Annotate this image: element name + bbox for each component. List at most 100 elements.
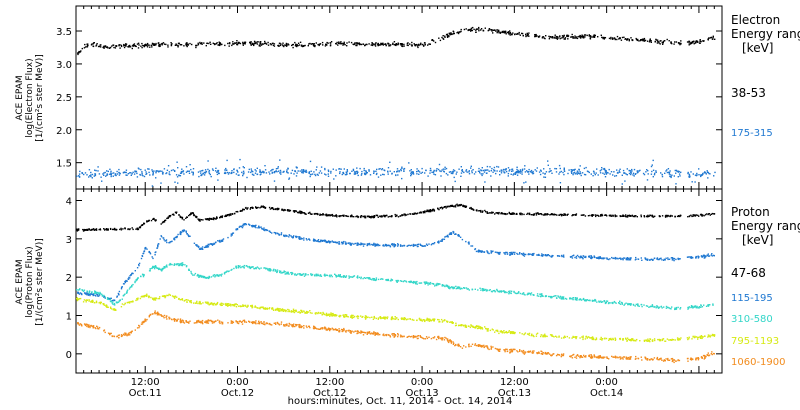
electron-data-point xyxy=(203,42,205,44)
proton-data-point xyxy=(540,254,542,257)
proton-data-point xyxy=(580,214,583,216)
proton-data-point xyxy=(570,255,573,258)
proton-data-point xyxy=(452,205,454,207)
electron-data-point xyxy=(518,171,520,174)
proton-data-point xyxy=(376,243,379,245)
proton-data-point xyxy=(627,302,629,305)
electron-data-point xyxy=(545,171,548,173)
proton-data-point xyxy=(671,215,673,217)
electron-data-point xyxy=(285,42,288,45)
electron-data-point xyxy=(688,176,691,178)
proton-data-point xyxy=(678,258,681,260)
proton-data-point xyxy=(113,299,115,301)
electron-data-point xyxy=(516,168,518,171)
electron-legend-item-1: 175-315 xyxy=(731,128,773,139)
proton-data-point xyxy=(386,278,388,281)
electron-data-point xyxy=(144,169,146,171)
proton-data-point xyxy=(503,290,505,292)
electron-data-point xyxy=(575,36,577,38)
proton-data-point xyxy=(496,288,498,291)
proton-data-point xyxy=(375,277,378,279)
proton-data-point xyxy=(369,244,371,246)
proton-data-point xyxy=(596,301,598,303)
proton-data-point xyxy=(498,253,500,255)
proton-data-point xyxy=(492,290,494,292)
electron-data-point xyxy=(259,45,261,47)
electron-data-point xyxy=(132,45,134,47)
proton-data-point xyxy=(117,301,120,303)
proton-data-point xyxy=(256,207,258,209)
electron-data-point xyxy=(287,43,289,45)
electron-data-point xyxy=(707,39,709,41)
proton-data-point xyxy=(356,215,359,217)
proton-data-point xyxy=(588,299,590,302)
proton-data-point xyxy=(637,258,639,260)
electron-data-point xyxy=(151,169,153,171)
proton-data-point xyxy=(417,245,419,248)
proton-data-point xyxy=(363,243,365,245)
electron-data-point xyxy=(524,171,527,173)
electron-data-point xyxy=(653,174,656,176)
proton-data-point xyxy=(348,277,350,279)
proton-data-point xyxy=(367,277,369,279)
electron-data-point xyxy=(456,171,458,173)
proton-data-point xyxy=(360,216,362,219)
electron-data-point xyxy=(713,175,715,177)
proton-data-point xyxy=(221,216,223,219)
electron-data-point xyxy=(628,172,631,175)
electron-data-point xyxy=(647,170,649,172)
proton-data-point xyxy=(600,301,602,303)
electron-data-point xyxy=(571,169,573,171)
electron-data-point xyxy=(714,38,716,40)
electron-data-point xyxy=(227,42,229,45)
proton-data-point xyxy=(706,254,708,256)
electron-data-point xyxy=(97,45,100,48)
proton-data-point xyxy=(274,270,276,272)
electron-data-point xyxy=(501,170,503,172)
electron-data-point xyxy=(536,167,538,169)
electron-data-point xyxy=(603,173,606,175)
proton-data-point xyxy=(165,239,168,241)
proton-data-point xyxy=(375,244,377,246)
electron-data-point xyxy=(163,43,166,45)
electron-data-point xyxy=(153,170,155,172)
electron-data-point xyxy=(573,169,575,171)
proton-data-point xyxy=(214,276,216,278)
electron-data-point xyxy=(548,38,551,40)
electron-data-point xyxy=(106,46,109,48)
proton-data-point xyxy=(266,267,268,270)
electron-data-point xyxy=(540,170,542,172)
electron-data-point xyxy=(651,170,653,173)
electron-data-point xyxy=(277,167,279,170)
electron-data-point xyxy=(452,169,455,171)
proton-data-point xyxy=(338,243,341,245)
electron-data-point xyxy=(301,171,303,174)
proton-data-point xyxy=(561,296,563,298)
proton-data-point xyxy=(651,259,654,261)
electron-data-point xyxy=(209,173,211,176)
proton-data-point xyxy=(288,236,290,238)
proton-data-point xyxy=(239,265,241,267)
proton-data-point xyxy=(94,291,96,294)
electron-data-point xyxy=(668,171,670,173)
proton-data-point xyxy=(491,291,493,293)
electron-data-point xyxy=(195,46,197,49)
electron-data-point xyxy=(449,34,451,36)
electron-data-point xyxy=(97,166,99,168)
electron-data-point xyxy=(696,172,698,175)
proton-data-point xyxy=(573,297,575,299)
proton-data-point xyxy=(689,257,692,259)
electron-data-point xyxy=(297,44,299,47)
electron-data-point xyxy=(545,35,547,37)
electron-data-point xyxy=(592,175,594,177)
proton-data-point xyxy=(243,266,245,268)
proton-data-point xyxy=(218,275,220,277)
electron-data-point xyxy=(542,172,544,174)
electron-data-point xyxy=(147,168,149,170)
electron-data-point xyxy=(314,174,317,177)
electron-data-point xyxy=(346,170,349,172)
proton-data-point xyxy=(560,298,562,300)
electron-data-point xyxy=(576,172,578,174)
proton-data-point xyxy=(185,231,187,233)
electron-data-point xyxy=(461,169,463,172)
